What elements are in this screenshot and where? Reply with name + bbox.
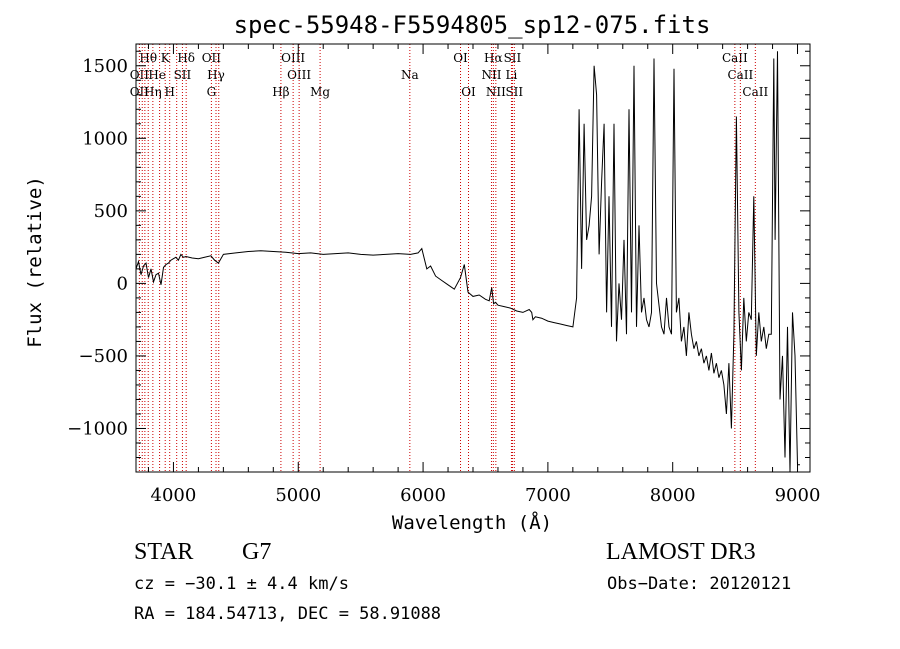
- survey-name: LAMOST DR3: [606, 539, 756, 565]
- y-tick-label: 1000: [82, 128, 128, 149]
- line-label: Hα: [484, 51, 503, 65]
- line-label: K: [161, 51, 171, 65]
- observation-date: Obs−Date: 20120121: [607, 574, 792, 594]
- object-subclass: G7: [242, 539, 272, 565]
- line-label: SII: [504, 51, 522, 65]
- series-line-flux: [135, 51, 800, 473]
- object-class: STAR: [134, 539, 194, 565]
- plot-frame: [135, 43, 811, 473]
- y-tick-label: 1500: [82, 56, 128, 77]
- line-label: Hδ: [177, 51, 195, 65]
- x-tick-label: 5000: [275, 485, 321, 506]
- x-axis-label: Wavelength (Å): [392, 511, 552, 534]
- line-label: Hθ: [139, 51, 157, 65]
- spectrum-series: [135, 51, 800, 473]
- x-tick-label: 8000: [650, 485, 696, 506]
- y-tick-label: 500: [94, 201, 128, 222]
- line-label: OII: [202, 51, 222, 65]
- chart-title: spec-55948-F5594805_sp12-075.fits: [234, 11, 711, 39]
- coordinates: RA = 184.54713, DEC = 58.91088: [134, 604, 442, 624]
- y-tick-label: −1000: [67, 418, 128, 439]
- y-tick-label: −500: [79, 346, 128, 367]
- x-tick-label: 6000: [400, 485, 446, 506]
- spectral-line-markers: [138, 44, 756, 472]
- axes: 4000 5000 6000 7000 8000 9000 −1000 −500 0 500 100…: [67, 44, 820, 506]
- line-label: OI: [453, 51, 468, 65]
- redshift-cz: cz = −30.1 ± 4.4 km/s: [134, 574, 349, 594]
- line-label: He: [148, 68, 166, 82]
- x-tick-label: 7000: [525, 485, 571, 506]
- line-label: CaII: [722, 51, 748, 65]
- y-tick-label: 0: [117, 273, 128, 294]
- line-label: OIII: [281, 51, 305, 65]
- y-axis-label: Flux (relative): [24, 176, 46, 348]
- x-tick-label: 4000: [151, 485, 197, 506]
- x-tick-label: 9000: [775, 485, 821, 506]
